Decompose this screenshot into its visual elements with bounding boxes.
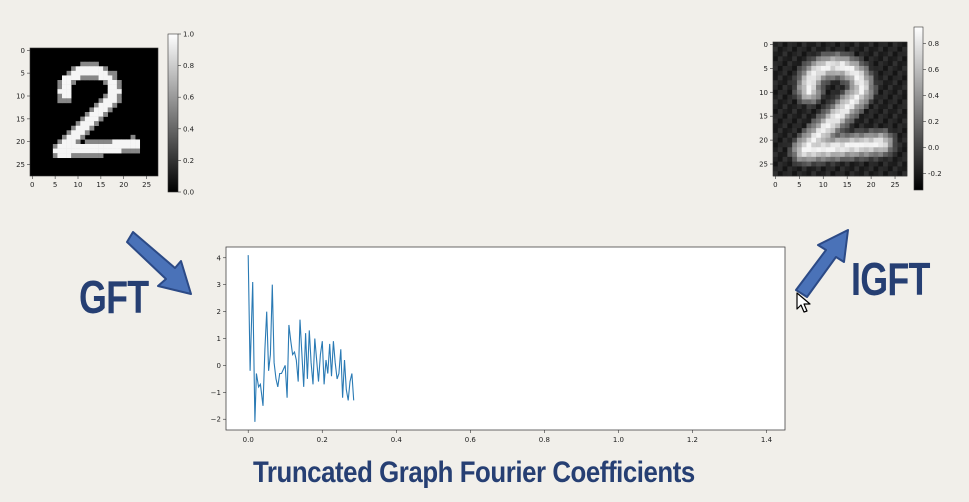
image-x-tick-label: 25	[891, 181, 900, 189]
image-y-tick-label: 25	[759, 161, 768, 169]
image-y-tick-label: 15	[16, 115, 25, 123]
coefficients-series-line	[247, 255, 355, 422]
image-x-tick-label: 10	[74, 181, 83, 189]
colorbar-tick-label: 0.8	[928, 40, 939, 48]
image-y-tick-label: 0	[21, 47, 25, 55]
image-x-tick-label: 10	[819, 181, 828, 189]
reconstructed-digit-pixels	[773, 42, 908, 177]
chart-x-tick-label: 1.2	[687, 436, 698, 444]
image-y-tick-label: 10	[759, 89, 768, 97]
colorbar-tick-label: 1.0	[183, 31, 194, 39]
reconstructed-colorbar: 0.8 0.6 0.4 0.2 0.0 -0.2	[913, 26, 942, 191]
image-x-tick-label: 15	[843, 181, 852, 189]
chart-y-tick-label: 2	[217, 308, 221, 316]
colorbar-tick-label: 0.4	[183, 125, 195, 133]
chart-plot-area	[225, 246, 786, 431]
colorbar-tick-label: 0.0	[183, 189, 194, 197]
arrow-up-right-icon	[795, 229, 849, 298]
chart-y-axis: 4 3 2 1 0 −1 −2	[211, 254, 226, 424]
image-x-tick-label: 25	[142, 181, 151, 189]
input-image-axes: 0 5 10 15 20 25 0 5 10 15 20 25	[16, 47, 159, 189]
colorbar-tick-label: 0.4	[928, 92, 940, 100]
chart-y-tick-label: −1	[211, 389, 221, 397]
image-y-tick-label: 0	[764, 41, 768, 49]
image-y-tick-label: 20	[759, 137, 768, 145]
reconstructed-image-panel: 0 5 10 15 20 25 0 5 10 15 20 25 0.8 0.6 0.4 0.2 0.0 -0.…	[759, 26, 942, 191]
image-x-tick-label: 20	[119, 181, 128, 189]
chart-y-tick-label: 3	[217, 281, 221, 289]
chart-x-tick-label: 1.0	[613, 436, 624, 444]
colorbar-tick-label: 0.6	[928, 66, 940, 74]
colorbar-tick-label: 0.2	[183, 157, 194, 165]
chart-x-tick-label: 0.8	[539, 436, 550, 444]
image-x-tick-label: 5	[53, 181, 57, 189]
image-y-tick-label: 5	[764, 65, 768, 73]
image-y-tick-label: 15	[759, 113, 768, 121]
image-y-tick-label: 20	[16, 138, 25, 146]
input-colorbar: 1.0 0.8 0.6 0.4 0.2 0.0	[167, 31, 195, 197]
chart-x-tick-label: 0.0	[243, 436, 254, 444]
image-x-tick-label: 20	[867, 181, 876, 189]
reconstructed-image-axes: 0 5 10 15 20 25 0 5 10 15 20 25	[759, 41, 908, 189]
chart-caption: Truncated Graph Fourier Coefficients	[253, 456, 695, 489]
colorbar-tick-label: 0.8	[183, 62, 194, 70]
chart-x-tick-label: 0.4	[391, 436, 403, 444]
chart-y-tick-label: 4	[217, 254, 222, 262]
mouse-pointer-icon	[796, 292, 811, 313]
image-x-tick-label: 0	[30, 181, 34, 189]
gft-label: GFT	[79, 271, 149, 323]
chart-y-tick-label: 0	[217, 362, 221, 370]
chart-y-tick-label: −2	[211, 416, 221, 424]
chart-x-tick-label: 0.6	[465, 436, 477, 444]
image-y-tick-label: 10	[16, 93, 25, 101]
igft-label: IGFT	[851, 253, 930, 305]
input-digit-pixels	[52, 61, 141, 159]
input-image-panel: 0 5 10 15 20 25 0 5 10 15 20 25 1.0 0.8 0.6 0.4 0.2 0.0	[16, 31, 195, 197]
colorbar-tick-label: -0.2	[928, 170, 942, 178]
colorbar-tick-label: 0.0	[928, 144, 939, 152]
chart-x-tick-label: 1.4	[761, 436, 773, 444]
colorbar-tick-label: 0.2	[928, 118, 939, 126]
image-y-tick-label: 5	[21, 70, 25, 78]
chart-x-tick-label: 0.2	[317, 436, 328, 444]
arrow-down-right-icon	[126, 231, 192, 295]
coefficients-chart: 4 3 2 1 0 −1 −2 0.0 0.2 0.4 0.6 0.8 1.0 1.2 1.4	[211, 246, 786, 444]
image-y-tick-label: 25	[16, 161, 25, 169]
image-x-tick-label: 5	[797, 181, 801, 189]
image-x-tick-label: 0	[773, 181, 777, 189]
chart-x-axis: 0.0 0.2 0.4 0.6 0.8 1.0 1.2 1.4	[243, 430, 773, 444]
chart-y-tick-label: 1	[217, 335, 221, 343]
image-x-tick-label: 15	[96, 181, 105, 189]
colorbar-tick-label: 0.6	[183, 94, 195, 102]
